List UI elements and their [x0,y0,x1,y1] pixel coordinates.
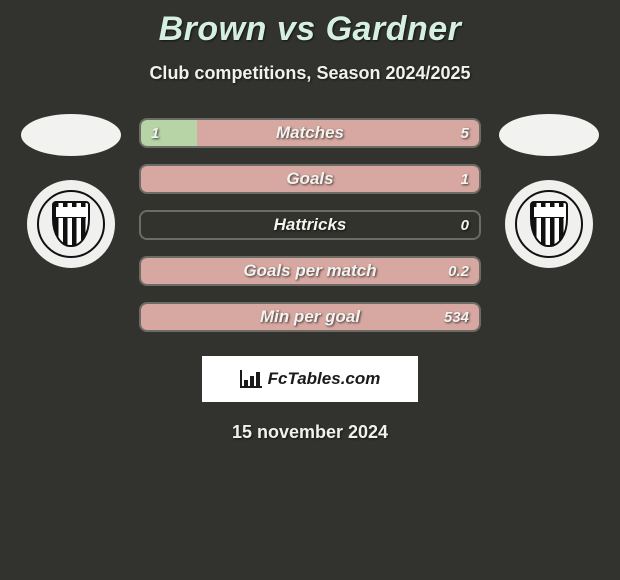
stat-bar-right-value: 534 [444,304,469,330]
source-logo-text: FcTables.com [268,369,381,389]
stat-bar-label: Hattricks [141,212,479,238]
stat-bar-right-value: 0.2 [448,258,469,284]
player-right-avatar [499,114,599,156]
stat-bar: Min per goal534 [139,302,481,332]
player-right-club-badge [505,180,593,268]
stat-bar-right-value: 5 [461,120,469,146]
stat-bar: Matches1 5 [139,118,481,148]
player-left-club-badge [27,180,115,268]
stat-bar: Hattricks0 [139,210,481,240]
stat-bar-label: Min per goal [141,304,479,330]
player-left-avatar [21,114,121,156]
source-logo: FcTables.com [202,356,418,402]
player-left-column [21,114,121,268]
stat-bar-right-value: 1 [461,166,469,192]
chart-icon [240,370,262,388]
stat-bar-right-value: 0 [461,212,469,238]
stat-bar-left-value: 1 [151,120,159,146]
stat-bar-label: Goals per match [141,258,479,284]
subtitle: Club competitions, Season 2024/2025 [0,63,620,84]
stat-bar: Goals1 [139,164,481,194]
page-title: Brown vs Gardner [0,0,620,49]
player-right-column [499,114,599,268]
stat-bar-label: Goals [141,166,479,192]
stat-bars: Matches15Goals1Hattricks0Goals per match… [139,118,481,332]
comparison-panel: Matches15Goals1Hattricks0Goals per match… [0,114,620,332]
stat-bar-label: Matches [141,120,479,146]
date-text: 15 november 2024 [0,422,620,443]
stat-bar: Goals per match0.2 [139,256,481,286]
